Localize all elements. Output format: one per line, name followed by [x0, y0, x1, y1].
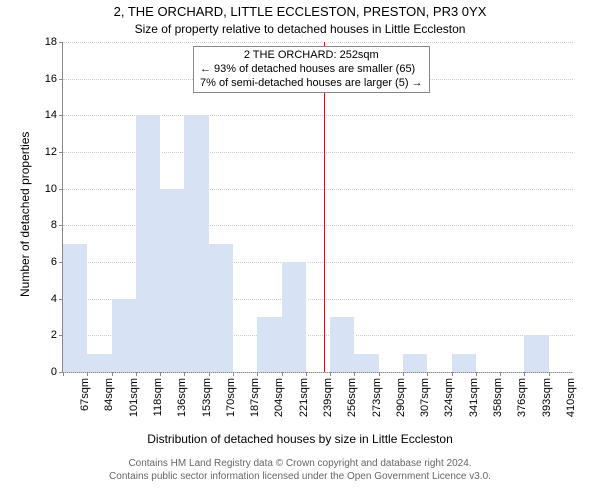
xtick-label: 393sqm — [541, 378, 553, 417]
xtick-label: 136sqm — [176, 378, 188, 417]
y-axis-label: Number of detached properties — [18, 132, 32, 297]
ytick-label: 10 — [45, 183, 57, 195]
bar — [63, 244, 88, 372]
xtick-label: 204sqm — [273, 378, 285, 417]
annotation-box: 2 THE ORCHARD: 252sqm← 93% of detached h… — [193, 46, 430, 93]
annotation-line: ← 93% of detached houses are smaller (65… — [200, 63, 423, 77]
bar — [112, 299, 137, 372]
xtick-label: 153sqm — [201, 378, 213, 417]
xtick-mark — [379, 372, 380, 376]
xtick-mark — [452, 372, 453, 376]
bar — [87, 354, 112, 372]
xtick-label: 118sqm — [152, 378, 164, 416]
gridline — [63, 42, 573, 43]
ytick-label: 6 — [51, 256, 57, 268]
xtick-mark — [136, 372, 137, 376]
xtick-mark — [257, 372, 258, 376]
xtick-label: 67sqm — [79, 378, 91, 411]
chart-title: 2, THE ORCHARD, LITTLE ECCLESTON, PRESTO… — [0, 4, 600, 19]
ytick-mark — [59, 79, 63, 80]
bar — [184, 115, 209, 372]
xtick-label: 376sqm — [516, 378, 528, 417]
ytick-label: 16 — [45, 73, 57, 85]
bar — [452, 354, 477, 372]
xtick-label: 170sqm — [225, 378, 237, 417]
xtick-mark — [112, 372, 113, 376]
ytick-label: 8 — [51, 219, 57, 231]
xtick-label: 307sqm — [419, 378, 431, 417]
ytick-mark — [59, 225, 63, 226]
bar — [354, 354, 379, 372]
xtick-label: 358sqm — [492, 378, 504, 417]
xtick-mark — [87, 372, 88, 376]
bar — [160, 189, 185, 372]
caption-line: Contains HM Land Registry data © Crown c… — [0, 458, 600, 469]
xtick-mark — [524, 372, 525, 376]
xtick-label: 341sqm — [468, 378, 480, 417]
gridline — [63, 372, 573, 373]
caption-line: Contains public sector information licen… — [0, 471, 600, 482]
bar — [209, 244, 234, 372]
xtick-mark — [160, 372, 161, 376]
ytick-label: 18 — [45, 36, 57, 48]
xtick-mark — [306, 372, 307, 376]
xtick-label: 273sqm — [371, 378, 383, 417]
ytick-label: 12 — [45, 146, 57, 158]
chart-subtitle: Size of property relative to detached ho… — [0, 22, 600, 36]
annotation-line: 2 THE ORCHARD: 252sqm — [200, 49, 423, 63]
xtick-mark — [282, 372, 283, 376]
ytick-label: 4 — [51, 293, 57, 305]
xtick-label: 256sqm — [346, 378, 358, 417]
ytick-mark — [59, 189, 63, 190]
ytick-mark — [59, 152, 63, 153]
bar — [524, 335, 549, 372]
ytick-mark — [59, 42, 63, 43]
bar — [330, 317, 355, 372]
xtick-mark — [233, 372, 234, 376]
x-axis-label: Distribution of detached houses by size … — [0, 432, 600, 446]
xtick-mark — [184, 372, 185, 376]
xtick-mark — [549, 372, 550, 376]
ytick-mark — [59, 115, 63, 116]
xtick-mark — [427, 372, 428, 376]
bar — [403, 354, 428, 372]
xtick-mark — [63, 372, 64, 376]
bar — [136, 115, 161, 372]
xtick-label: 187sqm — [249, 378, 261, 417]
xtick-mark — [476, 372, 477, 376]
ytick-label: 2 — [51, 329, 57, 341]
xtick-mark — [500, 372, 501, 376]
xtick-label: 84sqm — [103, 378, 115, 411]
xtick-label: 410sqm — [565, 378, 577, 417]
xtick-label: 324sqm — [443, 378, 455, 417]
xtick-mark — [354, 372, 355, 376]
xtick-label: 290sqm — [395, 378, 407, 417]
plot-area: 02468101214161867sqm84sqm101sqm118sqm136… — [62, 42, 573, 373]
xtick-mark — [209, 372, 210, 376]
xtick-mark — [403, 372, 404, 376]
bar — [257, 317, 282, 372]
xtick-label: 239sqm — [322, 378, 334, 417]
annotation-line: 7% of semi-detached houses are larger (5… — [200, 77, 423, 91]
ytick-label: 0 — [51, 366, 57, 378]
xtick-label: 221sqm — [298, 378, 310, 417]
ytick-label: 14 — [45, 109, 57, 121]
xtick-label: 101sqm — [128, 378, 140, 417]
xtick-mark — [330, 372, 331, 376]
bar — [282, 262, 307, 372]
